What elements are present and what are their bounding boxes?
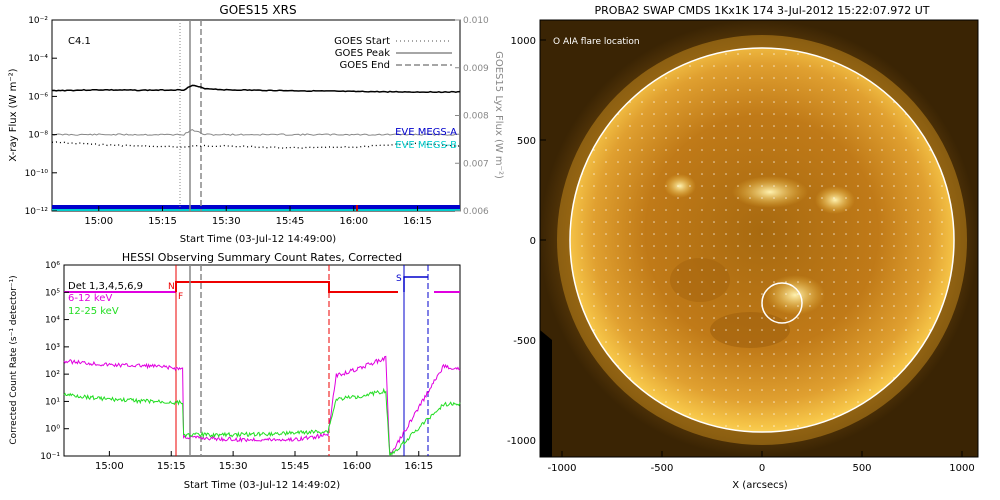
swap-frame [539,19,979,458]
goes-y-tick-label: 10⁻¹² [25,207,49,217]
goes-lyx-series [51,129,461,136]
hessi-y-tick-label: 10³ [45,343,60,353]
eve-megs-a-label: EVE MEGS-A [395,127,457,138]
eve-megs-b-label: EVE MEGS-B [395,140,457,151]
swap-y-tick-label: 1000 [511,36,536,47]
hessi-saa-line [403,276,428,292]
solar-limb-outline [569,47,955,433]
goes-y-tick-label: 10⁻⁴ [28,54,48,64]
goes-right-tick-label: 0.008 [463,112,489,122]
swap-y-tick-label: -500 [513,336,536,347]
swap-x-tick-label: -500 [651,463,674,474]
hessi-night-marker: N [168,282,175,292]
hessi-y-axis: 10⁻¹ 10⁰ 10¹ 10² 10³ 10⁴ 10⁵ 10⁶ [40,261,69,462]
eve-megs-b-band [52,209,460,211]
hessi-red-attenuator-line [175,281,398,293]
hessi-x-label: Start Time (03-Jul-12 14:49:02) [184,480,341,491]
hessi-legend-6-12kev: 6-12 keV [68,293,112,304]
goes-legend-start-label: GOES Start [334,36,390,47]
goes-x-axis: 15:00 15:15 15:30 15:45 16:00 16:15 [84,206,432,227]
swap-x-tick-label: -1000 [547,463,576,474]
hessi-y-tick-label: 10⁰ [45,425,60,435]
goes-title: GOES15 XRS [219,3,296,17]
hessi-6-12kev-series [63,355,461,457]
hessi-flare-marker: F [178,292,183,302]
aia-flare-location-circle [761,282,803,324]
goes-plot-frame [51,19,461,212]
hessi-saa-marker: S [396,274,402,284]
hessi-y-tick-label: 10⁻¹ [40,452,60,462]
goes-y-tick-label: 10⁻¹⁰ [25,169,49,179]
eve-megs-a-band [52,205,460,209]
swap-y-tick-label: 500 [517,136,536,147]
hessi-y-tick-label: 10⁶ [45,261,60,271]
goes-class-label: C4.1 [68,36,91,47]
hessi-12-25kev-series [63,387,461,457]
goes-y-label-right: GOES15 Lyx Flux (W m⁻²) [493,51,504,179]
hessi-legend-12-25kev: 12-25 keV [68,306,119,317]
hessi-y-label: Corrected Count Rate (s⁻¹ detector⁻¹) [9,275,19,444]
hessi-x-tick-label: 15:45 [281,461,310,472]
goes-x-tick-label: 16:00 [339,216,368,227]
swap-x-axis: -1000 -500 0 500 1000 [547,451,975,474]
goes-y-tick-label: 10⁻⁸ [28,131,48,141]
goes-legend-end-label: GOES End [340,60,390,71]
swap-panel: PROBA2 SWAP CMDS 1Kx1K 174 3-Jul-2012 15… [507,4,979,491]
hessi-x-tick-label: 16:00 [342,461,371,472]
goes-legend-peak-label: GOES Peak [335,48,390,59]
swap-x-label: X (arcsecs) [732,480,788,491]
hessi-panel: HESSI Observing Summary Count Rates, Cor… [9,251,461,491]
swap-image-edge-mask [540,330,552,457]
hessi-y-tick-label: 10⁴ [45,316,60,326]
goes-x-tick-label: 16:15 [403,216,432,227]
goes-y-tick-label: 10⁻⁶ [28,92,48,102]
hessi-x-tick-label: 15:00 [95,461,124,472]
goes-x-tick-label: 15:30 [212,216,241,227]
goes-x-tick-label: 15:15 [148,216,177,227]
goes-right-tick-label: 0.007 [463,159,489,169]
swap-annotation: O AIA flare location [553,37,640,47]
goes-x-label: Start Time (03-Jul-12 14:49:00) [180,234,337,245]
solar-features [570,48,954,432]
swap-x-tick-label: 1000 [949,463,974,474]
hessi-y-tick-label: 10¹ [45,397,60,407]
swap-x-tick-label: 0 [759,463,765,474]
hessi-x-tick-label: 16:15 [404,461,433,472]
goes-right-tick-label: 0.006 [463,207,489,217]
goes-x-tick-label: 15:45 [276,216,305,227]
hessi-title: HESSI Observing Summary Count Rates, Cor… [122,251,402,264]
goes-y-label-left: X-ray Flux (W m⁻²) [8,68,19,161]
goes-y-axis-left: 10⁻¹² 10⁻¹⁰ 10⁻⁸ 10⁻⁶ 10⁻⁴ 10⁻² [25,16,57,217]
swap-y-axis: 1000 500 0 -500 -1000 [507,36,546,447]
hessi-legend-detectors: Det 1,3,4,5,6,9 [68,281,143,292]
goes-legend: GOES Start GOES Peak GOES End EVE MEGS-A… [334,36,457,151]
hessi-plot-frame [63,264,461,457]
hessi-x-axis: 15:00 15:15 15:30 15:45 16:00 16:15 [95,451,433,472]
goes-right-tick-label: 0.009 [463,64,489,74]
goes-long-series [51,84,461,94]
hessi-x-tick-label: 15:15 [157,461,186,472]
hessi-y-tick-label: 10² [45,370,60,380]
hessi-legend: Det 1,3,4,5,6,9 6-12 keV 12-25 keV [68,281,143,317]
swap-y-tick-label: -1000 [507,436,536,447]
hessi-y-tick-label: 10⁵ [45,288,60,298]
goes-panel: GOES15 XRS C4.1 GOES Start GOES Peak GOE… [8,3,504,245]
swap-title: PROBA2 SWAP CMDS 1Kx1K 174 3-Jul-2012 15… [595,4,930,17]
goes-y-axis-right: 0.006 0.007 0.008 0.009 0.010 [455,16,489,217]
swap-x-tick-label: 500 [852,463,871,474]
swap-y-tick-label: 0 [530,236,536,247]
goes-x-tick-label: 15:00 [84,216,113,227]
hessi-x-tick-label: 15:30 [219,461,248,472]
goes-y-tick-label: 10⁻² [28,16,48,26]
goes-right-tick-label: 0.010 [463,16,489,26]
goes-short-series [51,141,461,149]
